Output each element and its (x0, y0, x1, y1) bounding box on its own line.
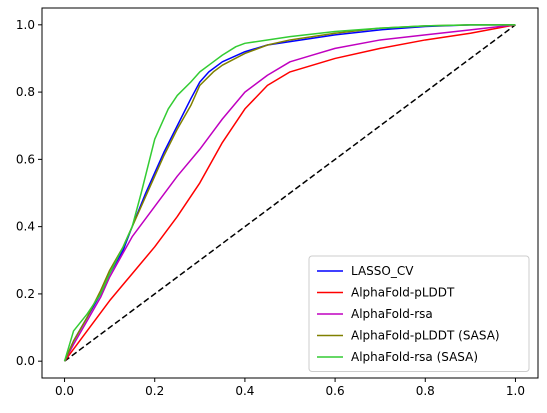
plot-lines (63, 24, 516, 362)
legend-label: AlphaFold-pLDDT (351, 286, 455, 300)
series-line-3 (63, 24, 516, 362)
x-tick-label: 1.0 (506, 384, 525, 398)
y-tick-label: 0.0 (16, 354, 35, 368)
series-line-2 (63, 24, 516, 362)
x-tick-label: 0.4 (235, 384, 254, 398)
axes-ticks: 0.0 0.2 0.4 0.6 0.8 1.0 0.0 0.2 0.4 0.6 0.8 1.0 (16, 18, 525, 398)
y-tick-label: 0.2 (16, 287, 35, 301)
legend-label: AlphaFold-rsa (SASA) (351, 350, 478, 364)
x-tick-label: 0.2 (145, 384, 164, 398)
y-tick-label: 1.0 (16, 18, 35, 32)
legend: LASSO_CV AlphaFold-pLDDT AlphaFold-rsa Alph… (308, 255, 530, 372)
reference-diagonal-line (64, 24, 516, 362)
legend-box (308, 255, 530, 372)
y-tick-label: 0.4 (16, 220, 35, 234)
series-line-1 (63, 24, 516, 362)
x-tick-label: 0.8 (416, 384, 435, 398)
legend-label: AlphaFold-pLDDT (SASA) (351, 329, 500, 343)
plot-frame (41, 7, 539, 379)
series-line-4 (63, 24, 516, 362)
legend-label: AlphaFold-rsa (351, 307, 433, 321)
x-tick-label: 0.0 (55, 384, 74, 398)
x-tick-label: 0.6 (326, 384, 345, 398)
y-tick-label: 0.6 (16, 152, 35, 166)
legend-label: LASSO_CV (351, 264, 414, 278)
y-tick-label: 0.8 (16, 85, 35, 99)
